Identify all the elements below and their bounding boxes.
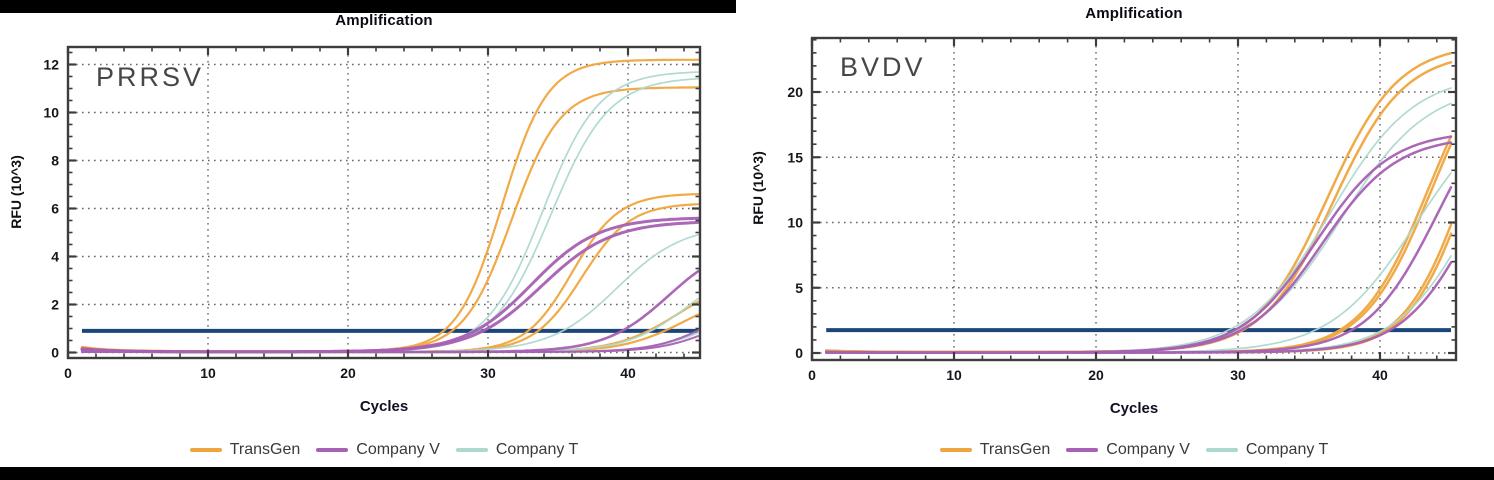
legend-label: Company T [1245, 441, 1329, 458]
y-tick-label: 8 [51, 153, 59, 169]
y-tick-label: 10 [787, 215, 803, 231]
x-tick-label: 10 [946, 367, 962, 383]
y-tick-label: 4 [51, 249, 59, 265]
panel-label-bvdv: BVDV [840, 52, 926, 82]
legend-item-transgen[interactable]: TransGen [939, 441, 1051, 459]
legend-item-transgen[interactable]: TransGen [189, 441, 301, 459]
legend-item-company_t[interactable]: Company T [1205, 441, 1329, 459]
plot-box [810, 36, 1458, 362]
y-tick-label: 0 [51, 345, 59, 361]
amplification-curve-transgen [824, 223, 1453, 354]
plot-box [66, 45, 702, 360]
amplification-curve-transgen [824, 61, 1453, 354]
amplification-curve-transgen [80, 58, 700, 353]
y-tick-label: 15 [787, 149, 803, 165]
x-axis-label-bvdv: Cycles [1109, 400, 1159, 417]
legend-swatch-company_v [1066, 448, 1099, 452]
amplification-curve-transgen [80, 86, 700, 353]
legend-item-company_v[interactable]: Company V [316, 441, 440, 459]
bvdv-plot-canvas: 0 10 20 30 40 0 5 10 15 20 [787, 36, 1458, 383]
y-tick-label: 20 [787, 84, 803, 100]
prrsv-plot-canvas: 0 10 20 30 40 0 2 4 6 8 10 12 [43, 45, 702, 381]
amplification-curve-company_v [824, 261, 1453, 354]
chart-title-prrsv: Amplification [335, 12, 433, 29]
y-axis-label-bvdv: RFU (10^3) [750, 151, 766, 225]
x-axis-label-prrsv: Cycles [359, 398, 409, 415]
top-border-bar [0, 0, 736, 13]
legend-label: TransGen [229, 441, 301, 458]
legend-label: Company V [1106, 441, 1190, 458]
legend-bvdv: TransGen Company V Company T [812, 441, 1456, 459]
x-tick-label: 0 [808, 367, 816, 383]
amplification-curve-transgen [80, 300, 700, 354]
x-tick-label: 30 [480, 365, 496, 381]
legend-label: Company V [356, 441, 440, 458]
y-tick-label: 5 [795, 280, 803, 296]
amplification-curve-transgen [824, 232, 1453, 354]
amplification-curve-company_v [81, 335, 699, 353]
panel-label-prrsv: PRRSV [96, 62, 205, 92]
chart-title-bvdv: Amplification [1085, 5, 1183, 22]
y-tick-label: 10 [43, 105, 59, 121]
legend-swatch-company_v [316, 448, 349, 452]
x-tick-label: 40 [1372, 367, 1388, 383]
amplification-curve-company_v [80, 270, 700, 354]
legend-swatch-company_t [455, 448, 488, 452]
legend-label: TransGen [979, 441, 1051, 458]
x-tick-label: 30 [1230, 367, 1246, 383]
y-tick-label: 0 [795, 345, 803, 361]
chart-panel-bvdv: 0 10 20 30 40 0 5 10 15 20 Amplification BVDV RFU… [737, 0, 1494, 480]
y-tick-label: 12 [43, 57, 59, 73]
amplification-curve-transgen [824, 51, 1453, 354]
amplification-curve-transgen [824, 142, 1453, 354]
amplification-curve-company_t [825, 255, 1452, 354]
x-tick-label: 40 [620, 365, 636, 381]
legend-label: Company T [495, 441, 579, 458]
x-tick-label: 20 [340, 365, 356, 381]
legend-item-company_v[interactable]: Company V [1066, 441, 1190, 459]
amplification-curve-company_t [81, 77, 699, 353]
x-tick-label: 20 [1088, 367, 1104, 383]
y-tick-label: 6 [51, 201, 59, 217]
amplification-curve-company_t [81, 233, 699, 353]
x-tick-label: 0 [64, 365, 72, 381]
amplification-curve-company_t [81, 297, 699, 353]
amplification-curve-company_v [824, 186, 1453, 354]
legend-swatch-transgen [939, 448, 972, 452]
legend-swatch-transgen [189, 448, 222, 452]
bottom-border-bar [0, 467, 1494, 480]
legend-swatch-company_t [1205, 448, 1238, 452]
legend-prrsv: TransGen Company V Company T [68, 441, 700, 459]
y-tick-label: 2 [51, 297, 59, 313]
amplification-curve-transgen [80, 193, 700, 353]
x-tick-label: 10 [200, 365, 216, 381]
legend-item-company_t[interactable]: Company T [455, 441, 579, 459]
amplification-curve-company_t [825, 87, 1452, 354]
chart-panel-prrsv: 0 10 20 30 40 0 2 4 6 8 10 12 Amplification PRRSV R… [0, 0, 737, 480]
y-axis-label-prrsv: RFU (10^3) [8, 155, 24, 229]
